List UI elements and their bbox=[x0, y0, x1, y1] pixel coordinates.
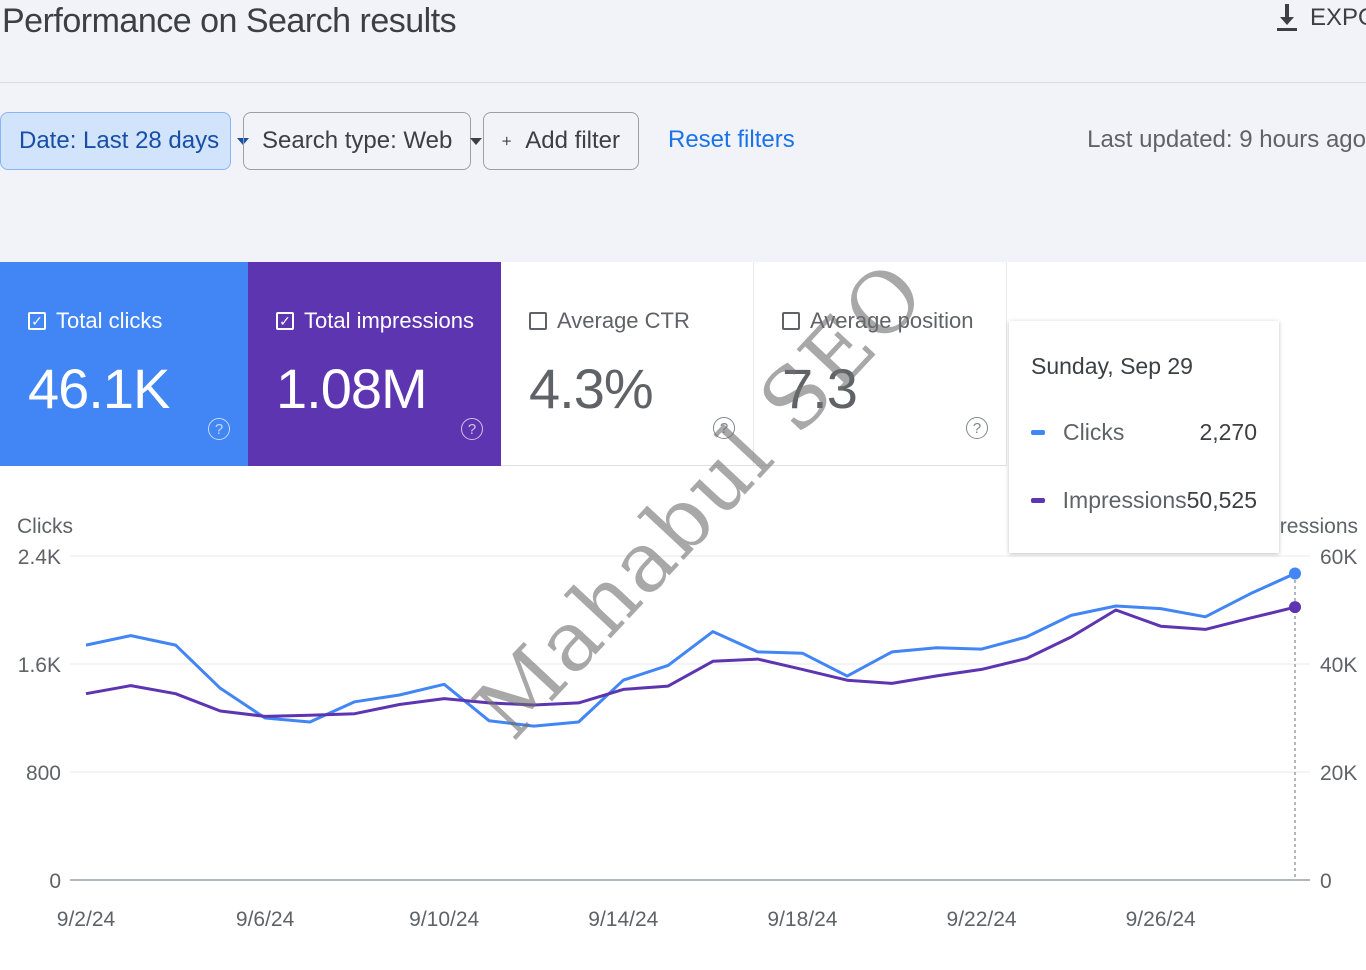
metric-card-total-clicks[interactable]: ✓ Total clicks 46.1K ? bbox=[0, 262, 248, 466]
left-axis-title: Clicks bbox=[17, 515, 73, 538]
left-tick-label: 2.4K bbox=[18, 546, 61, 569]
last-updated-text: Last updated: 9 hours ago bbox=[1087, 126, 1366, 153]
metric-label: Average position bbox=[810, 308, 974, 333]
left-tick-label: 1.6K bbox=[18, 654, 61, 677]
metric-label: Total impressions bbox=[304, 308, 474, 333]
checkbox-checked-icon[interactable]: ✓ bbox=[276, 312, 294, 330]
metric-label-row: ✓ Total impressions bbox=[276, 308, 501, 334]
help-icon[interactable]: ? bbox=[208, 418, 230, 440]
x-tick-label: 9/6/24 bbox=[236, 908, 295, 931]
series-line-clicks bbox=[85, 572, 1296, 728]
search-type-chip[interactable]: Search type: Web bbox=[243, 112, 483, 170]
download-icon bbox=[1277, 4, 1297, 31]
help-icon[interactable]: ? bbox=[461, 418, 483, 440]
right-tick-label: 40K bbox=[1320, 654, 1357, 677]
checkbox-unchecked-icon[interactable] bbox=[529, 312, 547, 330]
metric-card-total-impressions[interactable]: ✓ Total impressions 1.08M ? bbox=[248, 262, 501, 466]
metric-value: 1.08M bbox=[276, 357, 428, 420]
x-tick-label: 9/2/24 bbox=[57, 908, 116, 931]
x-tick-label: 9/18/24 bbox=[767, 908, 837, 931]
metric-label: Average CTR bbox=[557, 308, 690, 333]
help-icon[interactable]: ? bbox=[713, 417, 735, 439]
date-filter-chip[interactable]: Date: Last 28 days bbox=[0, 112, 250, 170]
tooltip-series-name: Clicks bbox=[1063, 418, 1125, 445]
clicks-swatch bbox=[1031, 429, 1045, 435]
metric-value: 4.3% bbox=[529, 357, 654, 420]
right-tick-label: 20K bbox=[1320, 762, 1357, 785]
tooltip-date: Sunday, Sep 29 bbox=[1031, 353, 1193, 379]
export-label: EXPORT bbox=[1310, 4, 1366, 31]
metric-card-average-position[interactable]: Average position 7.3 ? bbox=[754, 262, 1007, 466]
impressions-swatch bbox=[1031, 497, 1045, 503]
x-tick-label: 9/22/24 bbox=[947, 908, 1017, 931]
tooltip-row-impressions: Impressions 50,525 bbox=[1031, 482, 1257, 518]
plus-icon bbox=[502, 136, 511, 146]
series-point-clicks bbox=[1289, 567, 1301, 580]
search-type-label: Search type: Web bbox=[262, 127, 453, 154]
series-line-impressions bbox=[85, 605, 1296, 718]
chevron-down-icon bbox=[470, 137, 483, 145]
chart-tooltip: Sunday, Sep 29 Clicks 2,270 Impressions … bbox=[1009, 321, 1279, 553]
metric-value: 7.3 bbox=[782, 357, 858, 420]
right-tick-label: 0 bbox=[1320, 870, 1332, 893]
add-filter-label: Add filter bbox=[525, 127, 620, 154]
x-tick-label: 9/14/24 bbox=[588, 908, 658, 931]
header: Performance on Search results EXPORT bbox=[0, 0, 1366, 83]
reset-filters-link[interactable]: Reset filters bbox=[668, 126, 795, 153]
metric-card-average-ctr[interactable]: Average CTR 4.3% ? bbox=[501, 262, 754, 466]
left-tick-label: 800 bbox=[26, 762, 61, 785]
checkbox-checked-icon[interactable]: ✓ bbox=[28, 312, 46, 330]
metric-label-row: ✓ Total clicks bbox=[28, 308, 248, 334]
metric-label: Total clicks bbox=[56, 308, 163, 333]
x-tick-label: 9/26/24 bbox=[1126, 908, 1196, 931]
date-filter-label: Date: Last 28 days bbox=[19, 127, 220, 154]
page-title: Performance on Search results bbox=[2, 2, 457, 40]
export-button[interactable]: EXPORT bbox=[1276, 4, 1366, 32]
tooltip-series-value: 50,525 bbox=[1186, 486, 1257, 513]
x-tick-label: 9/10/24 bbox=[409, 908, 479, 931]
metric-label-row: Average position bbox=[782, 308, 1006, 334]
tooltip-series-value: 2,270 bbox=[1199, 418, 1257, 445]
checkbox-unchecked-icon[interactable] bbox=[782, 312, 800, 330]
series-point-impressions bbox=[1289, 601, 1301, 614]
help-icon[interactable]: ? bbox=[966, 417, 988, 439]
tooltip-series-name: Impressions bbox=[1062, 486, 1187, 513]
right-tick-label: 60K bbox=[1320, 546, 1357, 569]
metric-value: 46.1K bbox=[28, 357, 170, 420]
metric-label-row: Average CTR bbox=[529, 308, 753, 334]
tooltip-row-clicks: Clicks 2,270 bbox=[1031, 414, 1257, 450]
add-filter-button[interactable]: Add filter bbox=[483, 112, 639, 170]
filter-bar: Date: Last 28 days Search type: Web Add … bbox=[0, 112, 1366, 174]
left-tick-label: 0 bbox=[49, 870, 61, 893]
